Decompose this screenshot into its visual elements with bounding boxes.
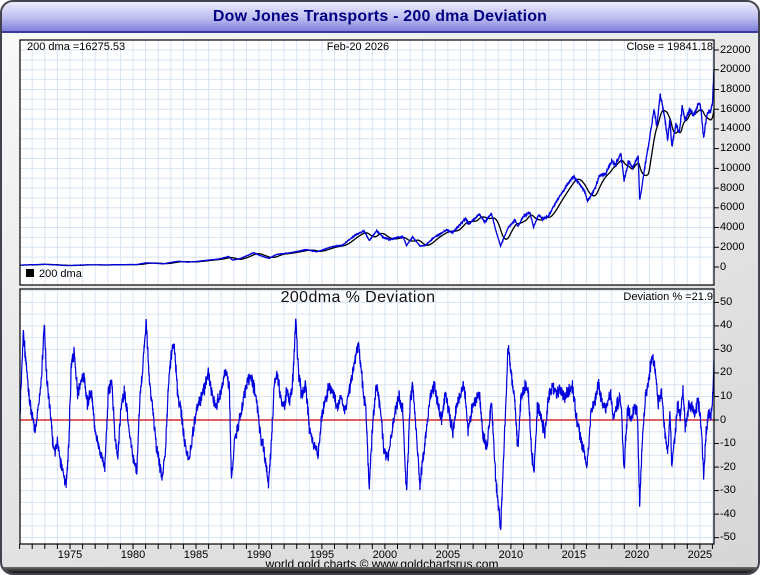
chart-title: Dow Jones Transports - 200 dma Deviation (212, 7, 548, 25)
title-bar: Dow Jones Transports - 200 dma Deviation (2, 2, 758, 33)
window-bottom-edge (2, 567, 758, 573)
